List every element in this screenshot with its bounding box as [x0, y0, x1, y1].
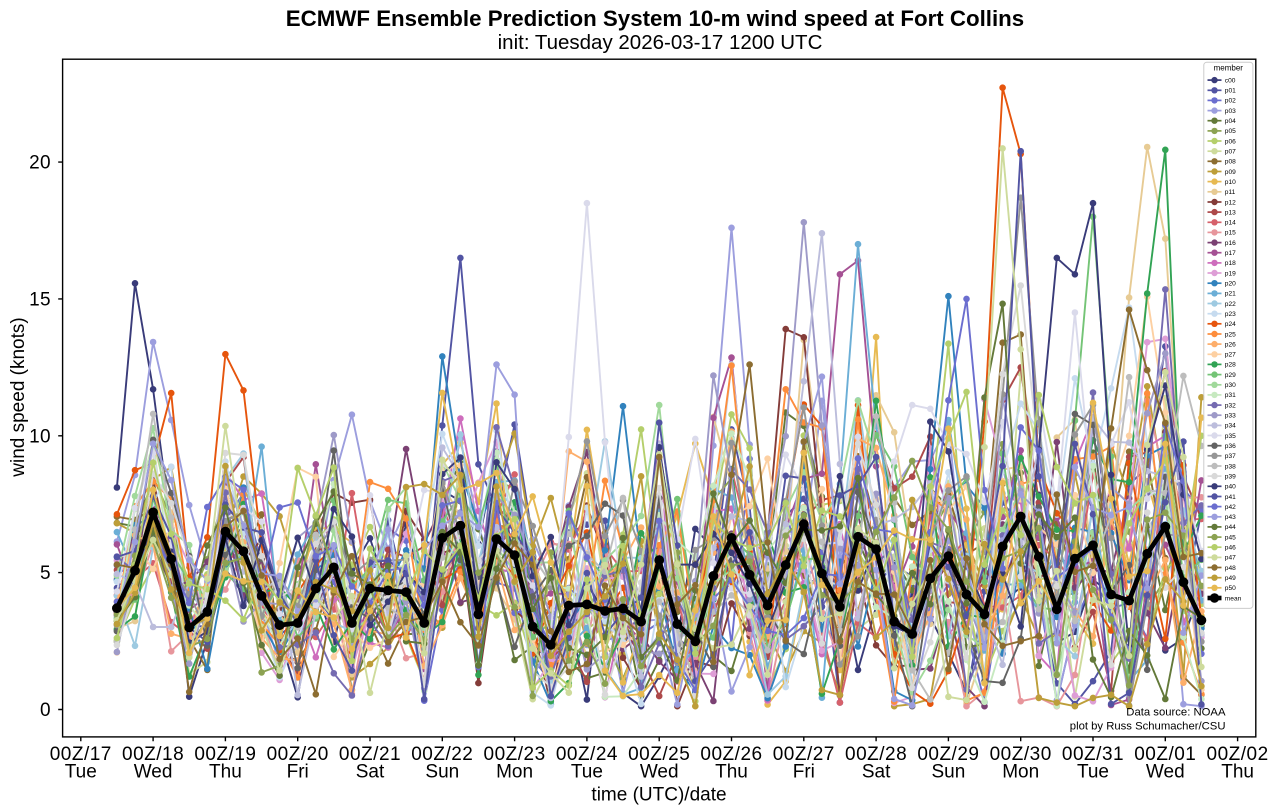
svg-text:mean: mean	[1225, 595, 1242, 602]
svg-text:ECMWF Ensemble Prediction Syst: ECMWF Ensemble Prediction System 10-m wi…	[286, 6, 1024, 31]
svg-text:Wed: Wed	[640, 762, 679, 783]
svg-text:p14: p14	[1225, 220, 1236, 227]
svg-text:p15: p15	[1225, 230, 1236, 237]
svg-text:Tue: Tue	[65, 762, 97, 783]
svg-text:5: 5	[40, 563, 51, 584]
svg-text:p04: p04	[1225, 118, 1236, 125]
svg-text:p35: p35	[1225, 433, 1236, 440]
svg-text:15: 15	[29, 290, 51, 311]
svg-text:00Z/27: 00Z/27	[773, 744, 835, 765]
svg-text:p34: p34	[1225, 423, 1236, 430]
svg-text:00Z/31: 00Z/31	[1062, 744, 1124, 765]
svg-text:00Z/18: 00Z/18	[122, 744, 184, 765]
svg-text:c00: c00	[1225, 77, 1236, 84]
svg-text:p03: p03	[1225, 108, 1236, 115]
svg-text:00Z/22: 00Z/22	[411, 744, 473, 765]
svg-text:p41: p41	[1225, 494, 1236, 501]
svg-text:p19: p19	[1225, 270, 1236, 277]
svg-text:00Z/26: 00Z/26	[700, 744, 762, 765]
svg-text:p05: p05	[1225, 128, 1236, 135]
svg-text:p27: p27	[1225, 352, 1236, 359]
svg-text:p07: p07	[1225, 149, 1236, 156]
svg-text:00Z/21: 00Z/21	[339, 744, 401, 765]
svg-text:p26: p26	[1225, 341, 1236, 348]
svg-text:p18: p18	[1225, 260, 1236, 267]
svg-text:Mon: Mon	[1002, 762, 1039, 783]
svg-text:Data source: NOAA: Data source: NOAA	[1126, 707, 1226, 719]
svg-text:p38: p38	[1225, 463, 1236, 470]
svg-text:Sat: Sat	[356, 762, 385, 783]
svg-text:p44: p44	[1225, 524, 1236, 531]
svg-text:p01: p01	[1225, 88, 1236, 95]
svg-text:p40: p40	[1225, 484, 1236, 491]
svg-text:Sun: Sun	[425, 762, 459, 783]
svg-text:00Z/30: 00Z/30	[990, 744, 1052, 765]
svg-text:00Z/24: 00Z/24	[556, 744, 618, 765]
svg-text:p22: p22	[1225, 301, 1236, 308]
svg-text:p33: p33	[1225, 413, 1236, 420]
svg-text:p12: p12	[1225, 199, 1236, 206]
svg-text:p24: p24	[1225, 321, 1236, 328]
svg-text:0: 0	[40, 700, 51, 721]
svg-text:00Z/20: 00Z/20	[267, 744, 329, 765]
svg-text:00Z/17: 00Z/17	[50, 744, 112, 765]
svg-text:Fri: Fri	[793, 762, 815, 783]
svg-text:Thu: Thu	[1221, 762, 1254, 783]
svg-text:p46: p46	[1225, 545, 1236, 552]
svg-text:p21: p21	[1225, 291, 1236, 298]
svg-text:p13: p13	[1225, 209, 1236, 216]
svg-text:p32: p32	[1225, 402, 1236, 409]
svg-text:plot by Russ Schumacher/CSU: plot by Russ Schumacher/CSU	[1070, 721, 1226, 733]
svg-text:Sun: Sun	[931, 762, 965, 783]
svg-text:p43: p43	[1225, 514, 1236, 521]
svg-text:p50: p50	[1225, 585, 1236, 592]
svg-text:p48: p48	[1225, 565, 1236, 572]
svg-text:00Z/28: 00Z/28	[845, 744, 907, 765]
svg-text:p23: p23	[1225, 311, 1236, 318]
svg-text:20: 20	[29, 153, 51, 174]
svg-text:00Z/19: 00Z/19	[194, 744, 256, 765]
svg-text:p31: p31	[1225, 392, 1236, 399]
svg-text:init: Tuesday 2026-03-17 1200: init: Tuesday 2026-03-17 1200 UTC	[498, 31, 823, 54]
svg-text:p39: p39	[1225, 473, 1236, 480]
svg-text:p49: p49	[1225, 575, 1236, 582]
svg-text:p47: p47	[1225, 555, 1236, 562]
svg-text:00Z/02: 00Z/02	[1207, 744, 1269, 765]
svg-text:member: member	[1214, 64, 1244, 73]
svg-text:wind speed (knots): wind speed (knots)	[8, 317, 29, 477]
svg-text:p06: p06	[1225, 138, 1236, 145]
svg-text:p10: p10	[1225, 179, 1236, 186]
svg-text:00Z/29: 00Z/29	[917, 744, 979, 765]
svg-text:p28: p28	[1225, 362, 1236, 369]
svg-text:p29: p29	[1225, 372, 1236, 379]
svg-text:Tue: Tue	[571, 762, 603, 783]
svg-text:p08: p08	[1225, 159, 1236, 166]
svg-text:p02: p02	[1225, 98, 1236, 105]
svg-text:Mon: Mon	[496, 762, 533, 783]
svg-text:Sat: Sat	[862, 762, 891, 783]
svg-text:Fri: Fri	[287, 762, 309, 783]
svg-text:Thu: Thu	[715, 762, 748, 783]
svg-text:Wed: Wed	[1146, 762, 1185, 783]
svg-text:p17: p17	[1225, 250, 1236, 257]
svg-text:00Z/01: 00Z/01	[1134, 744, 1196, 765]
svg-text:p20: p20	[1225, 281, 1236, 288]
svg-text:p11: p11	[1225, 189, 1236, 196]
svg-text:p09: p09	[1225, 169, 1236, 176]
svg-text:p25: p25	[1225, 331, 1236, 338]
svg-text:time (UTC)/date: time (UTC)/date	[591, 785, 726, 806]
svg-text:Thu: Thu	[209, 762, 242, 783]
svg-text:00Z/23: 00Z/23	[484, 744, 546, 765]
svg-text:p45: p45	[1225, 534, 1236, 541]
svg-text:p42: p42	[1225, 504, 1236, 511]
svg-text:p36: p36	[1225, 443, 1236, 450]
svg-text:p37: p37	[1225, 453, 1236, 460]
svg-text:Wed: Wed	[134, 762, 173, 783]
svg-text:Tue: Tue	[1077, 762, 1109, 783]
svg-text:00Z/25: 00Z/25	[628, 744, 690, 765]
svg-text:p16: p16	[1225, 240, 1236, 247]
svg-text:p30: p30	[1225, 382, 1236, 389]
svg-text:10: 10	[29, 426, 51, 447]
